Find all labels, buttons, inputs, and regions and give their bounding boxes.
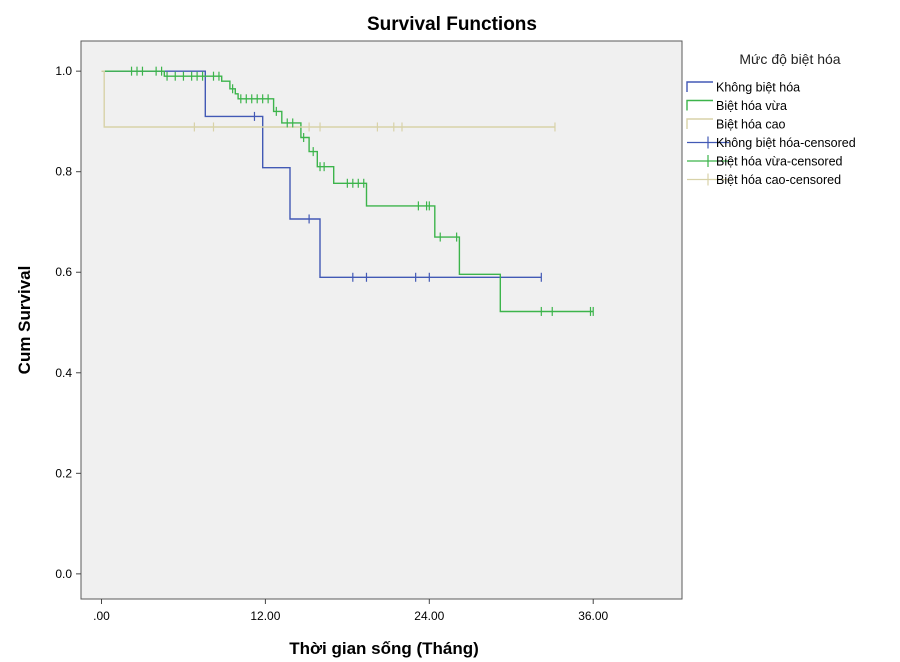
- legend-label: Biệt hóa vừa-censored: [716, 155, 843, 169]
- y-tick-label: 0.0: [55, 567, 72, 581]
- y-axis-title: Cum Survival: [15, 266, 34, 375]
- legend-line-swatch: [687, 119, 713, 129]
- x-tick-label: .00: [93, 609, 110, 623]
- legend-item: Không biệt hóa-censored: [687, 136, 856, 150]
- legend-line-swatch: [687, 82, 713, 92]
- legend-label: Biệt hóa cao: [716, 118, 786, 132]
- legend-title: Mức độ biệt hóa: [739, 51, 840, 67]
- legend-label: Biệt hóa cao-censored: [716, 173, 841, 187]
- y-tick-label: 0.4: [55, 366, 72, 380]
- legend-label: Không biệt hóa: [716, 81, 800, 95]
- plot-area: [81, 41, 682, 599]
- y-tick-label: 1.0: [55, 64, 72, 78]
- x-tick-label: 36.00: [578, 609, 608, 623]
- legend-line-swatch: [687, 101, 713, 111]
- chart-title: Survival Functions: [367, 14, 537, 35]
- x-tick-label: 12.00: [250, 609, 280, 623]
- legend-label: Không biệt hóa-censored: [716, 136, 856, 150]
- legend-item: Không biệt hóa: [687, 81, 800, 95]
- legend-item: Biệt hóa cao: [687, 118, 786, 132]
- y-tick-label: 0.8: [55, 165, 72, 179]
- y-tick-label: 0.2: [55, 466, 72, 480]
- legend-item: Biệt hóa vừa: [687, 99, 787, 113]
- legend-item: Biệt hóa cao-censored: [687, 173, 841, 187]
- legend-label: Biệt hóa vừa: [716, 99, 787, 113]
- x-axis-title: Thời gian sống (Tháng): [289, 639, 479, 658]
- y-tick-label: 0.6: [55, 265, 72, 279]
- legend: Mức độ biệt hóa Không biệt hóa Biệt hóa v…: [687, 51, 856, 187]
- x-tick-label: 24.00: [414, 609, 444, 623]
- legend-item: Biệt hóa vừa-censored: [687, 155, 843, 169]
